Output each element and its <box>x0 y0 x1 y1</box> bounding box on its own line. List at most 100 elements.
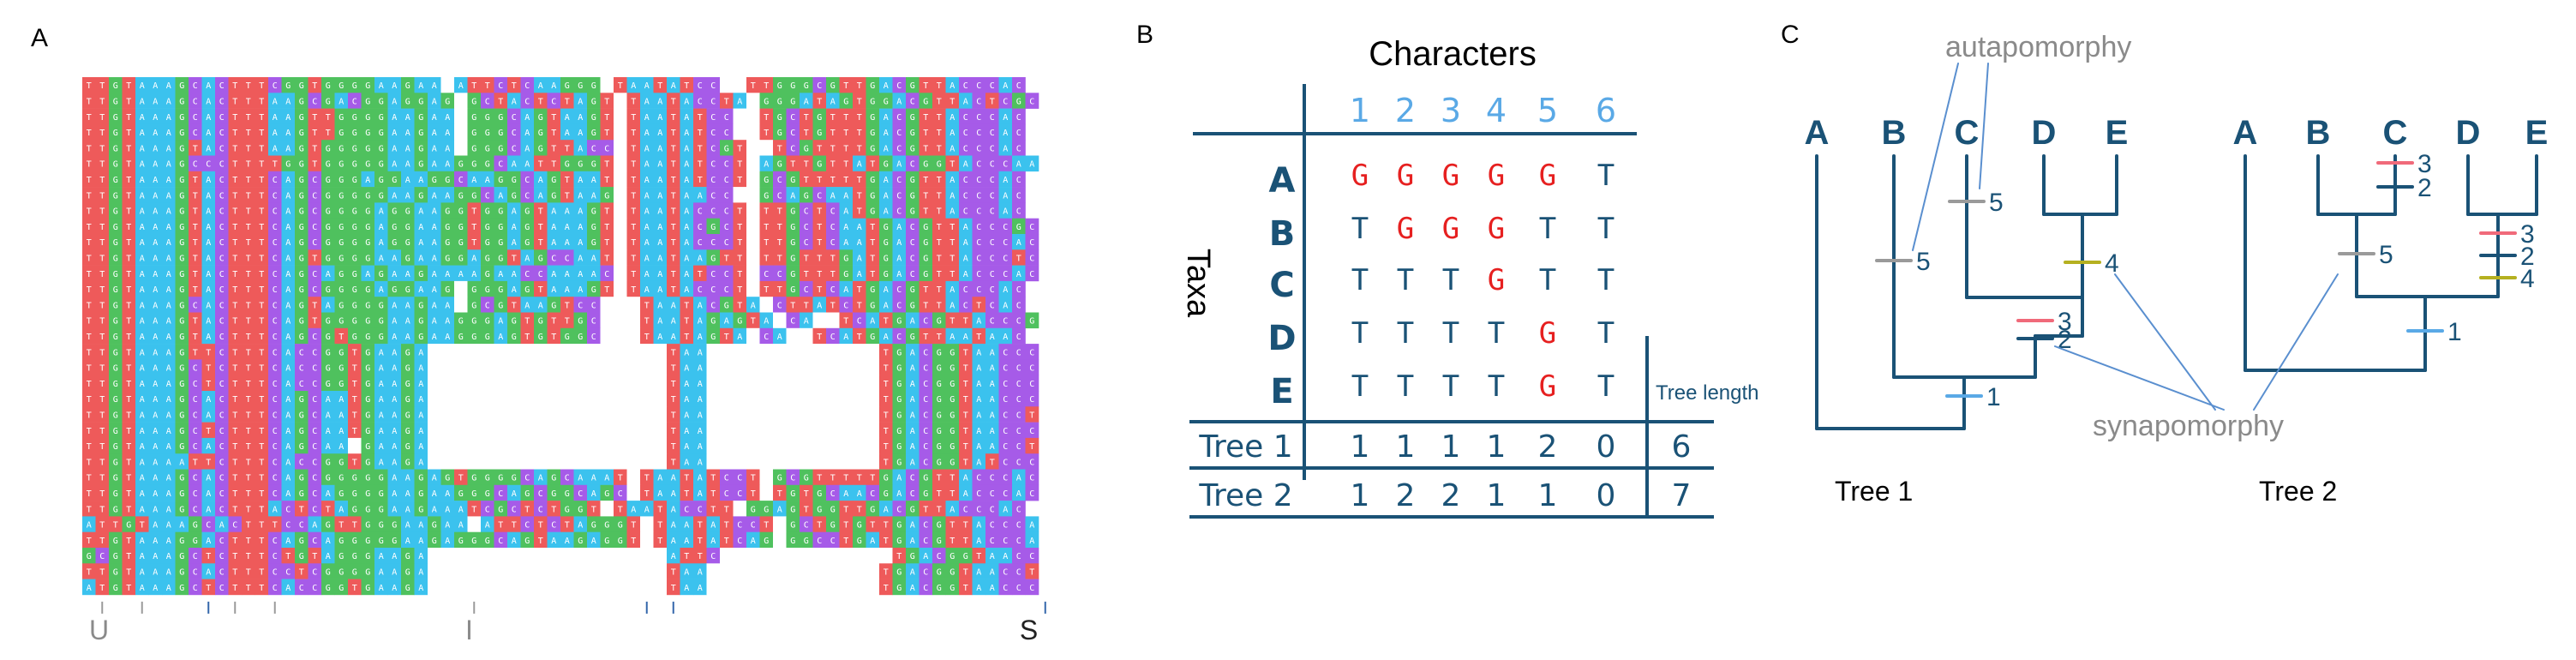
synapomorphy-label: synapomorphy <box>2093 410 2284 442</box>
alignment-base: T <box>684 81 689 91</box>
tree2-tip-label: B <box>2306 114 2331 152</box>
alignment-base: C <box>1016 81 1021 91</box>
alignment-cell <box>614 77 627 93</box>
alignment-base: C <box>193 81 198 91</box>
alignment-cell <box>520 77 535 93</box>
alignment-base: C <box>698 81 703 91</box>
alignment-cell <box>560 77 574 93</box>
alignment-cell <box>334 77 349 93</box>
panel-b-label: B <box>1136 21 1153 50</box>
mark-label: 5 <box>1916 248 1931 276</box>
alignment-cell <box>680 77 694 93</box>
alignment-cell <box>82 77 96 93</box>
alignment-cell <box>906 77 920 93</box>
alignment-base: A <box>153 81 158 91</box>
alignment-cell <box>255 77 269 93</box>
alignment-base: A <box>206 81 211 91</box>
alignment-base: G <box>591 81 596 91</box>
alignment-base: T <box>259 81 264 91</box>
alignment-cell <box>733 77 747 93</box>
alignment-base: A <box>644 81 650 91</box>
mark-label: 5 <box>2379 241 2393 269</box>
alignment-base: T <box>87 81 92 91</box>
tree2-tip-label: A <box>2233 114 2258 152</box>
alignment-base: G <box>285 81 291 91</box>
alignment-cell <box>812 77 827 93</box>
mark-label: 5 <box>1989 189 2004 217</box>
alignment-base: A <box>950 81 955 91</box>
autapomorphy-label: autapomorphy <box>1945 31 2131 63</box>
alignment-cell <box>945 77 960 93</box>
annotation-pointer <box>1979 63 1989 189</box>
alignment-base: T <box>87 98 92 107</box>
alignment-base: C <box>524 81 530 91</box>
alignment-base: - <box>724 81 729 91</box>
mark-label: 1 <box>1986 383 2001 411</box>
panel-a-label: A <box>31 24 48 53</box>
tree1-caption: Tree 1 <box>1835 476 1913 507</box>
alignment-base: G <box>870 81 875 91</box>
alignment-base: A <box>432 81 437 91</box>
alignment-cell <box>361 77 375 93</box>
alignment-base: G <box>352 81 357 91</box>
tree2-tip-label: C <box>2383 114 2408 152</box>
alignment-cell <box>387 77 402 93</box>
alignment-base: T <box>937 81 942 91</box>
alignment-base: A <box>631 81 636 91</box>
alignment-base: G <box>910 81 915 91</box>
alignment-base: C <box>990 81 995 91</box>
tree1-tip-label: E <box>2106 114 2129 152</box>
alignment-cell <box>162 77 176 93</box>
alignment-cell <box>440 77 455 93</box>
alignment-cell <box>281 77 296 93</box>
alignment-cell <box>82 93 96 109</box>
alignment-cell <box>853 77 866 93</box>
alignment-base: A <box>392 81 397 91</box>
alignment-cell <box>454 77 468 93</box>
alignment-cell <box>175 77 189 93</box>
tree2-tip-label: E <box>2525 114 2549 152</box>
alignment-base: - <box>737 81 742 91</box>
alignment-base: A <box>379 81 384 91</box>
alignment-cell <box>308 77 322 93</box>
alignment-cell <box>374 77 388 93</box>
alignment-base: T <box>618 81 623 91</box>
alignment-base: A <box>671 81 676 91</box>
alignment-base: T <box>312 81 317 91</box>
alignment-base: G <box>830 81 836 91</box>
alignment-base: T <box>126 81 131 91</box>
alignment-cell <box>626 77 641 93</box>
alignment-base: T <box>764 81 769 91</box>
alignment-base: T <box>471 81 476 91</box>
alignment-base: G <box>299 81 304 91</box>
alignment-base: T <box>99 81 105 91</box>
alignment-cell <box>1012 77 1026 93</box>
alignment-cell <box>693 77 707 93</box>
alignment-cell <box>600 77 614 93</box>
alignment-cell <box>653 77 668 93</box>
alignment-base: C <box>817 81 822 91</box>
alignment-cell <box>467 77 482 93</box>
alignment-cell <box>414 77 428 93</box>
alignment-cell <box>932 77 946 93</box>
alignment-cell <box>507 77 521 93</box>
alignment-cell <box>640 77 654 93</box>
annotation-pointer <box>2253 273 2339 411</box>
alignment-base: - <box>604 81 609 91</box>
alignment-cell <box>215 77 229 93</box>
alignment-base: T <box>843 81 848 91</box>
alignment-base: A <box>1003 81 1008 91</box>
mark-label: 4 <box>2105 249 2119 278</box>
tree1-tip-label: D <box>2032 114 2057 152</box>
alignment-cell <box>481 77 494 93</box>
alignment-base: G <box>113 81 118 91</box>
mark-label: 4 <box>2520 265 2535 293</box>
alignment-base: C <box>896 81 902 91</box>
annotation-pointer <box>2054 345 2225 411</box>
annotation-pointer <box>1912 63 1959 251</box>
alignment-cell <box>773 77 787 93</box>
alignment-base: C <box>273 81 278 91</box>
alignment-base: C <box>976 81 981 91</box>
